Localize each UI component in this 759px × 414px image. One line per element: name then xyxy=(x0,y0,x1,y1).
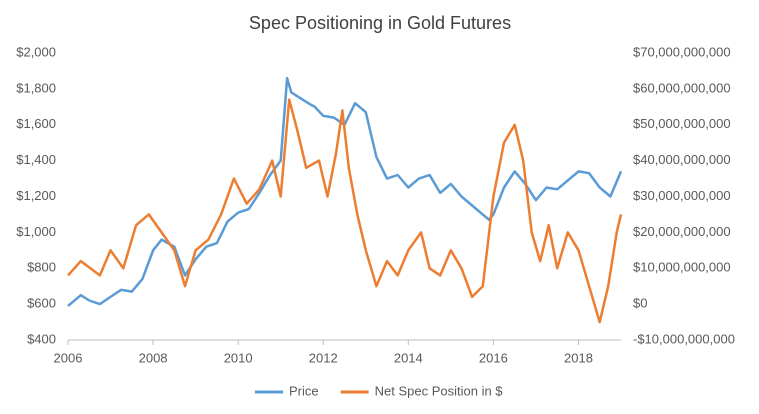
y2-tick-label: $0 xyxy=(633,296,647,311)
y2-tick-label: $70,000,000,000 xyxy=(633,44,731,59)
chart-title: Spec Positioning in Gold Futures xyxy=(249,13,511,33)
y2-tick-label: $30,000,000,000 xyxy=(633,188,731,203)
x-tick-label: 2018 xyxy=(564,350,593,365)
y2-tick-label: $20,000,000,000 xyxy=(633,224,731,239)
series-line xyxy=(67,76,623,307)
y2-tick-label: $60,000,000,000 xyxy=(633,80,731,95)
legend-label: Net Spec Position in $ xyxy=(375,383,504,398)
y-tick-label: $2,000 xyxy=(16,44,56,59)
x-tick-label: 2014 xyxy=(394,350,423,365)
y-tick-label: $800 xyxy=(27,260,56,275)
y-tick-label: $400 xyxy=(27,331,56,346)
y2-tick-label: -$10,000,000,000 xyxy=(633,331,735,346)
y2-tick-label: $50,000,000,000 xyxy=(633,116,731,131)
y-tick-label: $1,200 xyxy=(16,188,56,203)
y-tick-label: $1,000 xyxy=(16,224,56,239)
x-tick-label: 2006 xyxy=(54,350,83,365)
x-tick-label: 2010 xyxy=(224,350,253,365)
y2-tick-label: $40,000,000,000 xyxy=(633,152,731,167)
x-tick-label: 2012 xyxy=(309,350,338,365)
y-tick-label: $1,600 xyxy=(16,116,56,131)
x-tick-label: 2008 xyxy=(139,350,168,365)
y-tick-label: $1,400 xyxy=(16,152,56,167)
series-line xyxy=(67,98,623,324)
x-tick-label: 2016 xyxy=(479,350,508,365)
y-tick-label: $600 xyxy=(27,296,56,311)
y2-tick-label: $10,000,000,000 xyxy=(633,260,731,275)
legend-label: Price xyxy=(289,383,319,398)
y-tick-label: $1,800 xyxy=(16,80,56,95)
